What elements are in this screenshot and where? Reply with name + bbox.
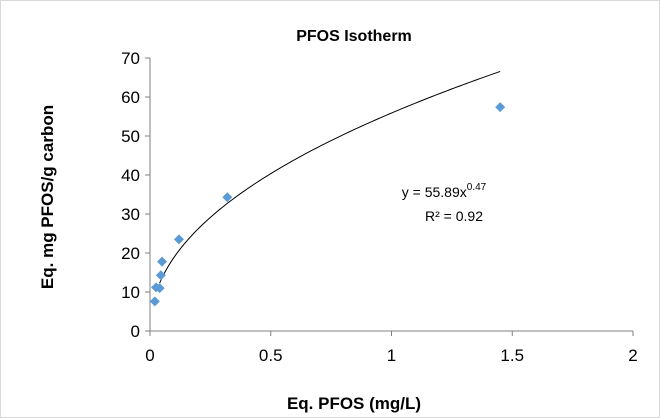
data-point	[173, 234, 184, 245]
x-axis-title: Eq. PFOS (mg/L)	[287, 394, 421, 413]
trendline-equation: y = 55.89x0.47	[402, 182, 487, 200]
chart-title: PFOS Isotherm	[296, 28, 412, 45]
data-points	[149, 102, 506, 307]
plot-area: 0 10 20 30 40 50 60 70 0 0.5 1 1.5 2	[121, 49, 638, 365]
y-tick-label: 30	[121, 205, 140, 224]
y-tick-label: 50	[121, 127, 140, 146]
equation-exponent: 0.47	[467, 182, 487, 193]
data-point	[495, 102, 506, 113]
data-point	[157, 256, 168, 267]
data-point	[149, 296, 160, 307]
y-axis-title: Eq. mg PFOS/g carbon	[38, 105, 57, 289]
x-tick-label: 2	[628, 346, 637, 365]
x-tick-label: 0	[145, 346, 154, 365]
y-ticks: 0 10 20 30 40 50 60 70	[121, 49, 150, 341]
y-tick-label: 60	[121, 88, 140, 107]
y-tick-label: 0	[131, 322, 140, 341]
y-tick-label: 40	[121, 166, 140, 185]
x-ticks: 0 0.5 1 1.5 2	[145, 331, 638, 365]
y-tick-label: 70	[121, 49, 140, 68]
power-trendline	[159, 70, 501, 284]
data-point	[222, 192, 233, 203]
data-point	[155, 270, 166, 281]
x-tick-label: 1	[387, 346, 396, 365]
r-squared-label: R² = 0.92	[425, 208, 483, 224]
equation-prefix: y = 55.89x	[402, 184, 467, 200]
x-tick-label: 1.5	[500, 346, 524, 365]
y-tick-label: 20	[121, 244, 140, 263]
y-tick-label: 10	[121, 283, 140, 302]
data-point	[154, 283, 165, 294]
x-tick-label: 0.5	[259, 346, 283, 365]
